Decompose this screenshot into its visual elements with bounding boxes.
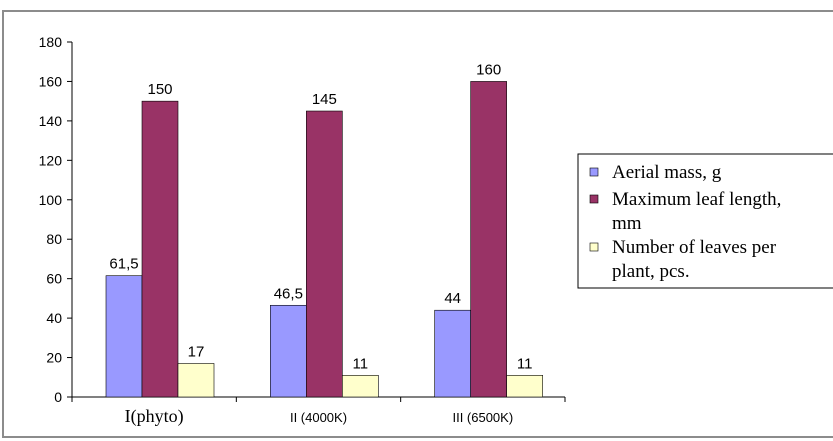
bar [506,375,543,398]
bar [270,304,307,398]
y-tick-label: 140 [39,113,63,129]
bar [105,275,143,398]
y-tick-label: 60 [46,271,62,287]
data-label: 61,5 [109,256,138,273]
legend-label: plant, pcs. [612,261,690,282]
y-tick-label: 120 [39,152,63,168]
legend-label: Maximum leaf length, [612,189,781,210]
data-label: 150 [147,81,172,98]
x-category-label: I(phyto) [125,406,184,427]
bar [434,309,471,398]
bar [141,100,179,398]
y-tick-label: 80 [46,231,62,247]
bar [470,81,507,398]
data-label: 11 [517,355,533,372]
y-tick-label: 160 [39,73,63,89]
bar [306,110,343,398]
legend-label: Number of leaves per [612,237,777,258]
y-tick-label: 40 [46,310,62,326]
legend-swatch [589,167,599,177]
x-category-label: III (6500K) [452,410,513,425]
y-tick-label: 180 [39,34,63,50]
data-label: 46,5 [274,285,303,302]
legend-label: mm [612,213,642,234]
data-label: 160 [476,61,501,78]
bar [177,363,215,398]
data-label: 11 [353,355,369,372]
legend-swatch [589,242,599,252]
legend-swatch [589,194,599,204]
data-label: 17 [188,343,205,360]
y-tick-label: 20 [46,350,62,366]
y-tick-label: 100 [39,192,63,208]
bar [342,375,379,398]
data-label: 145 [312,91,337,108]
legend-label: Aerial mass, g [612,162,722,183]
data-label: 44 [444,290,461,307]
y-tick-label: 0 [54,389,62,405]
x-category-label: II (4000K) [290,410,347,425]
legend-box [577,153,833,289]
